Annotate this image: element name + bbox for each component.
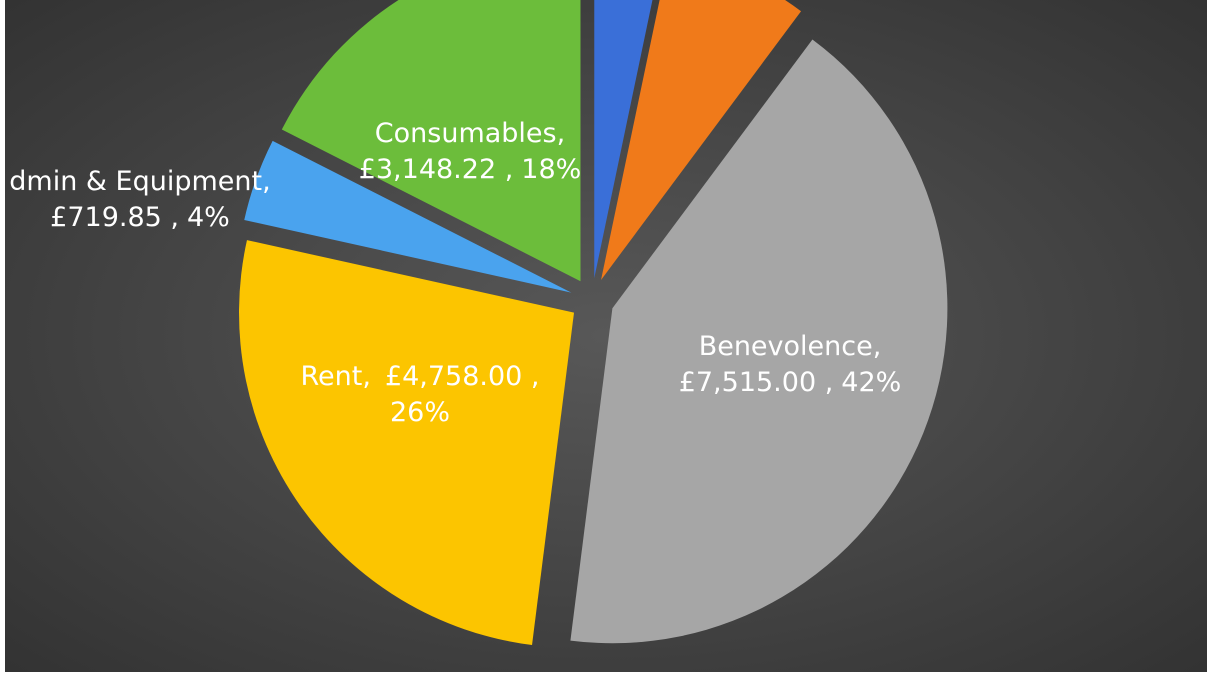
label-percent: 26% <box>390 397 450 428</box>
pie-slice <box>570 39 948 644</box>
data-label: Rent, £4,758.00 , <box>300 361 539 392</box>
data-label: Consumables, <box>375 118 565 149</box>
pie-slice <box>281 0 581 282</box>
data-label: £7,515.00 , 42% <box>679 367 902 398</box>
label-category: dmin & Equipment, <box>9 166 270 197</box>
label-percent: 4% <box>187 202 230 233</box>
label-value: £3,148.22 , <box>359 154 514 185</box>
data-label: dmin & Equipment, <box>9 166 270 197</box>
label-value: £7,515.00 , <box>679 367 834 398</box>
label-percent: 42% <box>841 367 901 398</box>
label-value: £719.85 , <box>50 202 179 233</box>
data-label: £719.85 , 4% <box>50 202 230 233</box>
label-percent: 18% <box>521 154 581 185</box>
data-label: Benevolence, <box>699 331 882 362</box>
data-label: £3,148.22 , 18% <box>359 154 582 185</box>
pie-slice <box>594 0 653 279</box>
pie-slice <box>239 240 575 646</box>
label-value: £4,758.00 , <box>385 361 540 392</box>
label-category: Benevolence, <box>699 331 882 362</box>
label-category: Consumables, <box>375 118 565 149</box>
data-label: 26% <box>390 397 450 428</box>
pie-slice <box>601 0 802 280</box>
label-category: Rent, <box>300 361 370 392</box>
pie-slice <box>244 140 572 293</box>
